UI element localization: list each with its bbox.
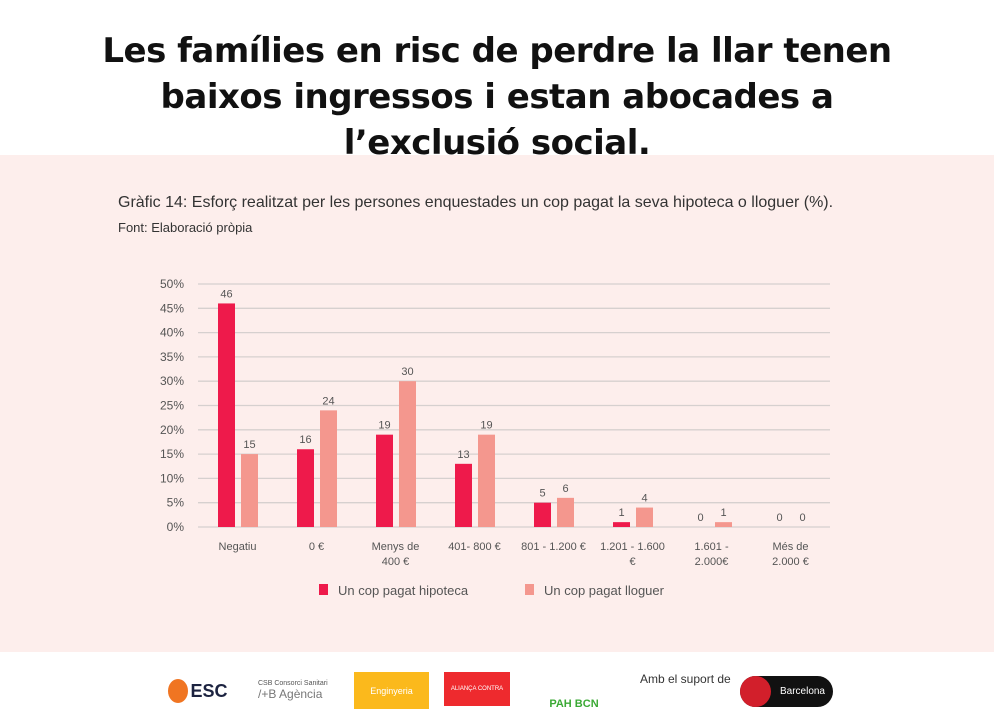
y-tick-label: 25%: [160, 399, 184, 413]
support-text: Amb el suport de: [640, 672, 731, 686]
bar: [399, 381, 416, 527]
data-label: 15: [243, 439, 255, 451]
data-label: 1: [618, 507, 624, 519]
logo-alianca-pobresa: ALIANÇA CONTRA: [444, 672, 510, 706]
legend-label: Un cop pagat hipoteca: [338, 583, 469, 598]
y-tick-label: 5%: [167, 496, 185, 510]
x-tick-label: 1.201 - 1.600: [600, 541, 665, 553]
footer: ESC CSB Consorci Sanitari/+B Agència Eng…: [0, 652, 994, 722]
y-tick-label: 40%: [160, 326, 184, 340]
bar: [376, 434, 393, 527]
legend-swatch: [319, 584, 328, 595]
data-label: 0: [776, 512, 782, 524]
data-label: 19: [378, 420, 390, 432]
y-tick-label: 20%: [160, 423, 184, 437]
data-label: 24: [322, 395, 334, 407]
y-tick-label: 45%: [160, 301, 184, 315]
x-tick-label: 400 €: [382, 556, 410, 568]
legend-swatch: [525, 584, 534, 595]
data-label: 4: [641, 493, 647, 505]
x-tick-label: 2.000€: [695, 556, 729, 568]
y-tick-label: 0%: [167, 520, 185, 534]
x-tick-label: 401- 800 €: [448, 541, 501, 553]
logo-ajuntament-barcelona: Barcelona: [740, 676, 833, 707]
x-tick-label: 2.000 €: [772, 556, 809, 568]
logo-enginyeria-sense-fronteres: Enginyeria: [354, 672, 429, 709]
bar: [320, 410, 337, 527]
data-label: 0: [799, 512, 805, 524]
bar: [455, 463, 472, 527]
chart-panel: [0, 155, 994, 652]
logo-pah-bcn: PAH BCN: [549, 698, 599, 710]
bar: [297, 449, 314, 527]
data-label: 30: [401, 366, 413, 378]
y-tick-label: 15%: [160, 447, 184, 461]
x-tick-label: €: [629, 556, 635, 568]
y-tick-label: 35%: [160, 350, 184, 364]
data-label: 6: [562, 483, 568, 495]
data-label: 16: [299, 434, 311, 446]
data-label: 19: [480, 420, 492, 432]
y-tick-label: 50%: [160, 277, 184, 291]
x-tick-label: 801 - 1.200 €: [521, 541, 586, 553]
bar: [534, 502, 551, 527]
y-tick-label: 10%: [160, 471, 184, 485]
bar: [715, 522, 732, 527]
bar-chart: 0%5%10%15%20%25%30%35%40%45%50%Negatiu46…: [160, 277, 830, 598]
y-tick-label: 30%: [160, 374, 184, 388]
logo-observatori-desc: ESC: [160, 676, 236, 706]
data-label: 0: [697, 512, 703, 524]
logo-csb-aspb: CSB Consorci Sanitari/+B Agència: [258, 679, 328, 701]
x-tick-label: 0 €: [309, 541, 324, 553]
bar: [613, 522, 630, 527]
data-label: 13: [457, 449, 469, 461]
bar: [557, 497, 574, 527]
data-label: 1: [720, 507, 726, 519]
legend-label: Un cop pagat lloguer: [544, 583, 665, 598]
x-tick-label: 1.601 -: [694, 541, 729, 553]
x-tick-label: Negatiu: [219, 541, 257, 553]
bar: [241, 454, 258, 527]
bar: [636, 507, 653, 527]
data-label: 46: [220, 288, 232, 300]
x-tick-label: Menys de: [372, 541, 420, 553]
data-label: 5: [539, 488, 545, 500]
chart-source: Font: Elaboració pròpia: [118, 220, 253, 235]
chart-title: Gràfic 14: Esforç realitzat per les pers…: [118, 194, 834, 211]
headline: Les famílies en risc de perdre la llar t…: [102, 31, 892, 163]
bar: [478, 434, 495, 527]
x-tick-label: Més de: [772, 541, 808, 553]
bar: [218, 303, 235, 527]
